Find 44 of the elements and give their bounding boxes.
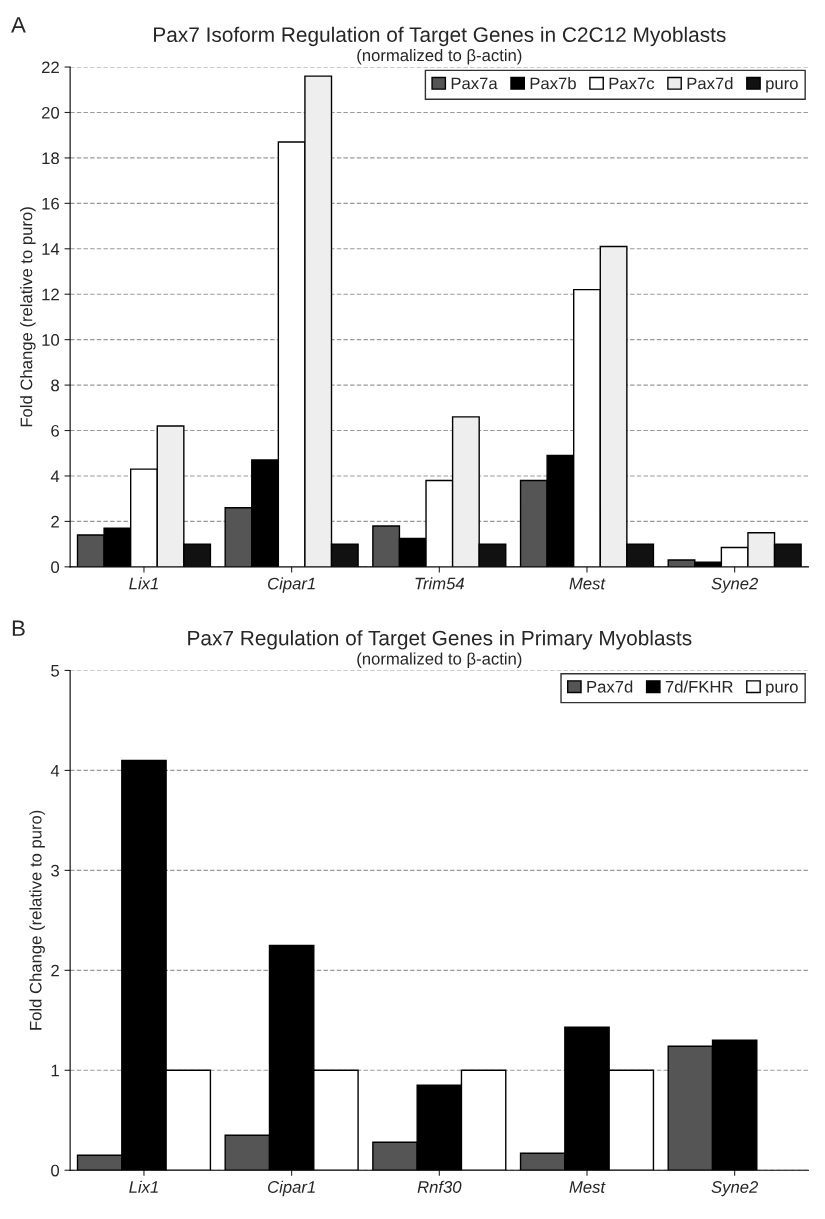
legend-label: puro [766,80,798,93]
text: A [11,17,26,33]
y-tick-label: 18 [42,152,59,165]
y-tick-label: 22 [42,61,59,74]
legend-label: 7d/FKHR [665,680,733,693]
legend-label: Pax7d [687,77,733,90]
x-tick-label: Cipar1 [268,577,315,593]
y-tick-label: 2 [51,964,59,977]
y-tick-label: 3 [51,864,59,877]
legend-label: Pax7a [451,77,498,90]
y-axis-title: Fold Change (relative to puro) [20,207,36,427]
x-tick-label: Rnf30 [417,1180,462,1193]
text: B [12,620,25,636]
chart-title: Pax7 Isoform Regulation of Target Genes in C2C12 Myoblasts [154,26,726,47]
y-tick-label: 1 [51,1064,59,1077]
legend-label: Pax7d [587,680,633,693]
chart-subtitle: (normalized to β-actin) [357,652,522,668]
y-tick-label: 2 [51,515,59,528]
y-tick-label: 20 [42,106,60,119]
legend-label: Pax7c [609,77,655,90]
y-tick-label: 12 [42,288,59,301]
y-tick-label: 4 [50,470,60,482]
y-tick-label: 4 [50,764,60,777]
x-tick-label: Cipar1 [268,1180,315,1197]
chart-subtitle: (normalized to β-actin) [357,49,522,65]
y-tick-label: 0 [51,1164,60,1177]
chart-title: Pax7 Regulation of Target Genes in Primary Myoblasts [188,630,692,650]
legend-label: puro [766,683,798,696]
x-tick-label: Mest [569,577,606,590]
x-tick-label: Syne2 [711,1181,759,1197]
x-tick-label: Mest [569,1181,606,1193]
y-tick-label: 6 [51,424,59,437]
y-tick-label: 0 [51,561,60,574]
x-tick-label: Trim54 [415,577,464,590]
y-axis-title: Fold Change (relative to puro) [29,810,45,1030]
y-tick-label: 8 [51,379,59,392]
y-tick-label: 16 [42,197,59,210]
y-tick-label: 5 [51,665,60,677]
x-tick-label: Lix1 [129,1180,158,1193]
legend-label: Pax7b [530,77,576,90]
y-tick-label: 14 [42,243,60,255]
x-tick-label: Lix1 [129,577,158,590]
x-tick-label: Syne2 [711,577,759,593]
y-tick-label: 10 [42,334,60,346]
